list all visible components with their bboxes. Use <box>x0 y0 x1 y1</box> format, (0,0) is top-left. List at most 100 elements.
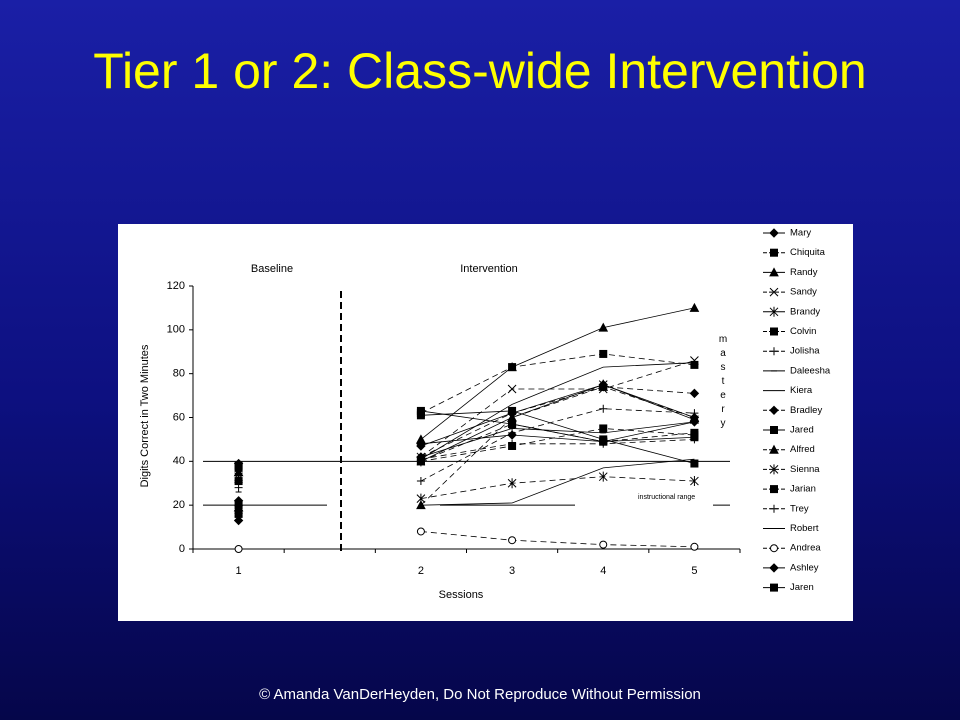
marker <box>690 542 699 551</box>
legend-marker <box>769 444 779 454</box>
x-tick-label: 2 <box>418 565 424 577</box>
marker <box>690 476 699 487</box>
series-line <box>420 531 695 548</box>
marker <box>234 483 243 492</box>
marker <box>234 477 243 486</box>
marker <box>507 478 517 489</box>
legend-marker <box>770 485 778 494</box>
legend-label: Ashley <box>790 562 819 573</box>
series-line <box>420 384 695 447</box>
footer: © Amanda VanDerHeyden, Do Not Reproduce … <box>259 686 701 703</box>
legend-label: Jarian <box>790 484 816 495</box>
marker <box>690 459 699 468</box>
series-line <box>420 423 695 462</box>
y-tick-label: 0 <box>179 543 185 555</box>
x-tick-label: 4 <box>600 565 606 577</box>
legend-label: Robert <box>790 523 819 534</box>
legend-label: Jaren <box>790 582 814 593</box>
legend-label: Trey <box>790 503 809 514</box>
chart: Baseline Intervention Digits Correct in … <box>118 224 853 621</box>
series-line <box>420 421 695 458</box>
marker <box>507 362 517 372</box>
legend-item: Daleesha <box>763 365 831 376</box>
legend-marker <box>769 563 779 573</box>
y-tick-label: 20 <box>173 499 185 511</box>
marker <box>690 433 699 442</box>
marker <box>508 536 517 545</box>
legend-item: Jolisha <box>763 346 820 357</box>
y-axis-label: Digits Correct in Two Minutes <box>139 344 151 487</box>
legend-label: Sandy <box>790 287 817 298</box>
marker <box>416 439 426 449</box>
series-line <box>420 386 695 458</box>
legend-label: Sienna <box>790 464 820 475</box>
x-tick-label: 5 <box>691 565 697 577</box>
legend-item: Colvin <box>763 326 816 337</box>
marker <box>416 493 426 504</box>
legend-label: Brandy <box>790 306 820 317</box>
legend-marker <box>769 306 779 317</box>
marker <box>416 477 425 486</box>
legend-label: Randy <box>790 267 818 278</box>
legend-marker <box>769 287 779 297</box>
marker <box>599 540 608 549</box>
marker <box>599 349 608 358</box>
y-tick-label: 80 <box>173 368 185 380</box>
x-tick-label: 1 <box>236 565 242 577</box>
phase-label: Intervention <box>460 263 517 275</box>
marker <box>689 388 700 399</box>
legend-label: Chiquita <box>790 247 826 258</box>
marker <box>507 384 517 394</box>
marker <box>599 424 608 433</box>
legend-item: Sandy <box>763 287 817 298</box>
marker <box>416 455 425 464</box>
marker <box>689 417 700 427</box>
y-tick-label: 40 <box>173 455 185 467</box>
y-tick-label: 60 <box>173 411 185 423</box>
legend-label: Jolisha <box>790 346 820 357</box>
marker <box>233 515 244 526</box>
series-line <box>420 386 695 506</box>
legend-marker <box>769 464 779 475</box>
series-line <box>420 408 695 482</box>
legend-marker <box>770 327 778 336</box>
legend-marker <box>770 544 778 553</box>
series-line <box>420 360 695 458</box>
legend-item: Bradley <box>763 405 822 416</box>
series-line <box>420 353 695 414</box>
legend-item: Jarian <box>763 484 816 495</box>
series-line <box>420 410 695 464</box>
marker <box>598 322 609 332</box>
series-line <box>420 421 695 445</box>
legend-marker <box>769 267 779 277</box>
y-tick-label: 120 <box>167 280 185 292</box>
x-tick-label: 3 <box>509 565 515 577</box>
legend-marker <box>770 504 778 513</box>
legend-item: Mary <box>763 228 811 239</box>
series-line <box>420 362 695 460</box>
legend-item: Kiera <box>763 385 813 396</box>
legend-label: Daleesha <box>790 365 831 376</box>
marker <box>234 461 243 470</box>
marker <box>416 406 425 415</box>
y-tick-label: 100 <box>167 324 185 336</box>
legend-label: Jared <box>790 425 814 436</box>
legend-item: Jaren <box>763 582 814 593</box>
legend-marker <box>770 583 778 592</box>
marker <box>598 381 609 391</box>
instructional-label: instructional range <box>638 494 695 501</box>
legend-marker <box>770 426 778 434</box>
marker <box>599 404 608 413</box>
legend-label: Bradley <box>790 405 822 416</box>
legend-label: Mary <box>790 228 811 239</box>
series-line <box>420 384 695 462</box>
phase-label: Baseline <box>251 263 293 275</box>
legend-item: Trey <box>763 503 809 514</box>
series-line <box>420 458 695 506</box>
legend-marker <box>769 405 779 416</box>
legend-item: Alfred <box>763 444 815 455</box>
legend-label: Kiera <box>790 385 813 396</box>
legend-label: Alfred <box>790 444 815 455</box>
legend-item: Andrea <box>763 543 821 554</box>
